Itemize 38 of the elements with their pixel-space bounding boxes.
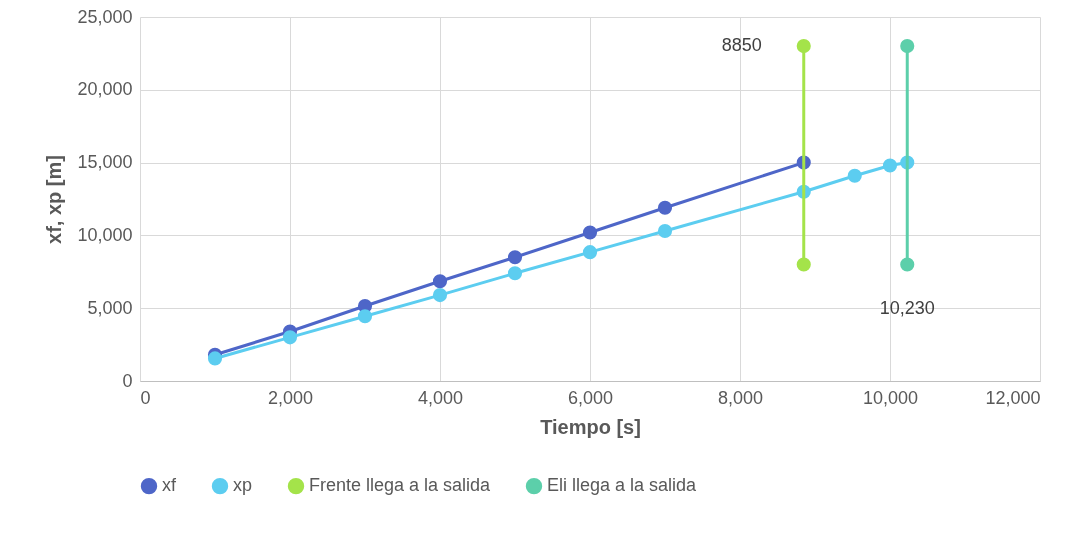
point bbox=[282, 330, 298, 345]
point bbox=[900, 257, 915, 272]
y-tick-label: 25,000 bbox=[77, 6, 133, 27]
y-tick-label: 10,000 bbox=[77, 224, 133, 245]
y-tick-label: 20,000 bbox=[77, 79, 133, 100]
point bbox=[582, 225, 598, 240]
legend-label: xp bbox=[233, 475, 253, 496]
point bbox=[507, 250, 523, 265]
legend-label: xf bbox=[162, 475, 177, 496]
legend-label: Eli llega a la salida bbox=[547, 475, 698, 496]
x-tick-label: 0 bbox=[140, 387, 151, 408]
point bbox=[657, 223, 673, 239]
y-tick-label: 15,000 bbox=[77, 152, 133, 173]
x-tick-label: 8,000 bbox=[717, 387, 764, 408]
annotation: 10,230 bbox=[879, 297, 935, 318]
x-tick-label: 6,000 bbox=[567, 387, 614, 408]
point bbox=[582, 245, 598, 260]
x-tick-label: 4,000 bbox=[417, 387, 464, 408]
legend-label: Frente llega a la salida bbox=[309, 475, 492, 496]
point bbox=[882, 158, 898, 173]
x-axis-title: Tiempo [s] bbox=[540, 415, 641, 438]
x-tick-label: 2,000 bbox=[267, 387, 314, 408]
point bbox=[657, 200, 673, 215]
y-tick-label: 5,000 bbox=[87, 297, 133, 318]
y-axis-title: xf, xp [m] bbox=[43, 155, 66, 244]
point bbox=[796, 39, 811, 54]
x-tick-label: 12,000 bbox=[985, 387, 1041, 408]
point bbox=[900, 39, 915, 54]
point bbox=[796, 257, 811, 272]
point bbox=[207, 351, 223, 366]
point bbox=[432, 288, 448, 303]
point bbox=[432, 274, 448, 289]
y-tick-label: 0 bbox=[122, 370, 133, 391]
point bbox=[847, 168, 862, 183]
x-tick-label: 10,000 bbox=[862, 387, 919, 408]
annotation: 8850 bbox=[721, 35, 762, 56]
point bbox=[357, 309, 373, 324]
point bbox=[507, 266, 523, 281]
